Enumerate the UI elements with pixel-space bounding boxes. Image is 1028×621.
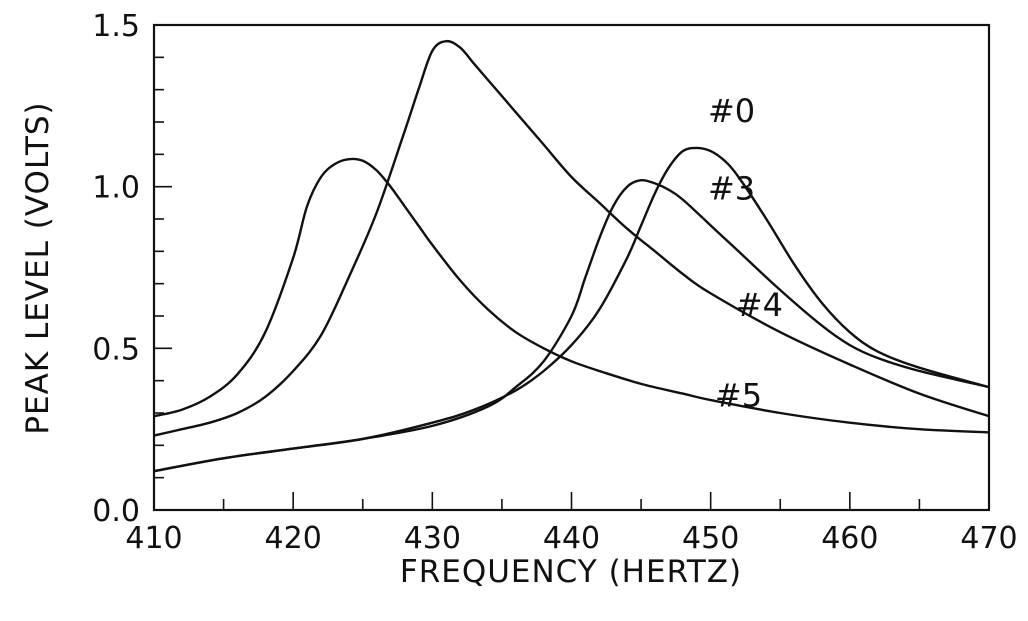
curves-layer — [153, 39, 990, 473]
series-line-0 — [153, 146, 990, 473]
curve-label: #4 — [736, 286, 783, 324]
tick-labels-layer: 410 420 430 440 450 460 470 0.0 0.5 1.0 1.5 — [92, 9, 1017, 556]
x-tick-label: 420 — [265, 521, 322, 556]
y-tick-label: 1.5 — [92, 9, 140, 44]
x-tick-label: 450 — [682, 521, 739, 556]
x-tick-label: 410 — [125, 521, 182, 556]
y-tick-label: 1.0 — [92, 171, 140, 206]
plot-frame — [152, 23, 991, 512]
x-tick-label: 430 — [404, 521, 461, 556]
x-tick-label: 470 — [960, 521, 1017, 556]
y-tick-label: 0.5 — [92, 332, 140, 367]
series-line-3 — [153, 178, 990, 473]
y-tick-label: 0.0 — [92, 494, 140, 529]
x-tick-label: 440 — [543, 521, 600, 556]
x-tick-label: 460 — [821, 521, 878, 556]
y-axis-title: PEAK LEVEL (VOLTS) — [20, 101, 56, 434]
curve-label: #0 — [708, 92, 755, 130]
series-line-4 — [153, 39, 990, 437]
annotations-layer: #0 #3 #4 #5 — [708, 92, 783, 415]
curve-label: #3 — [708, 170, 755, 208]
x-axis-title: FREQUENCY (HERTZ) — [400, 554, 742, 590]
ticks-layer — [153, 24, 990, 511]
curve-label: #5 — [715, 377, 762, 415]
series-line-5 — [153, 157, 990, 434]
